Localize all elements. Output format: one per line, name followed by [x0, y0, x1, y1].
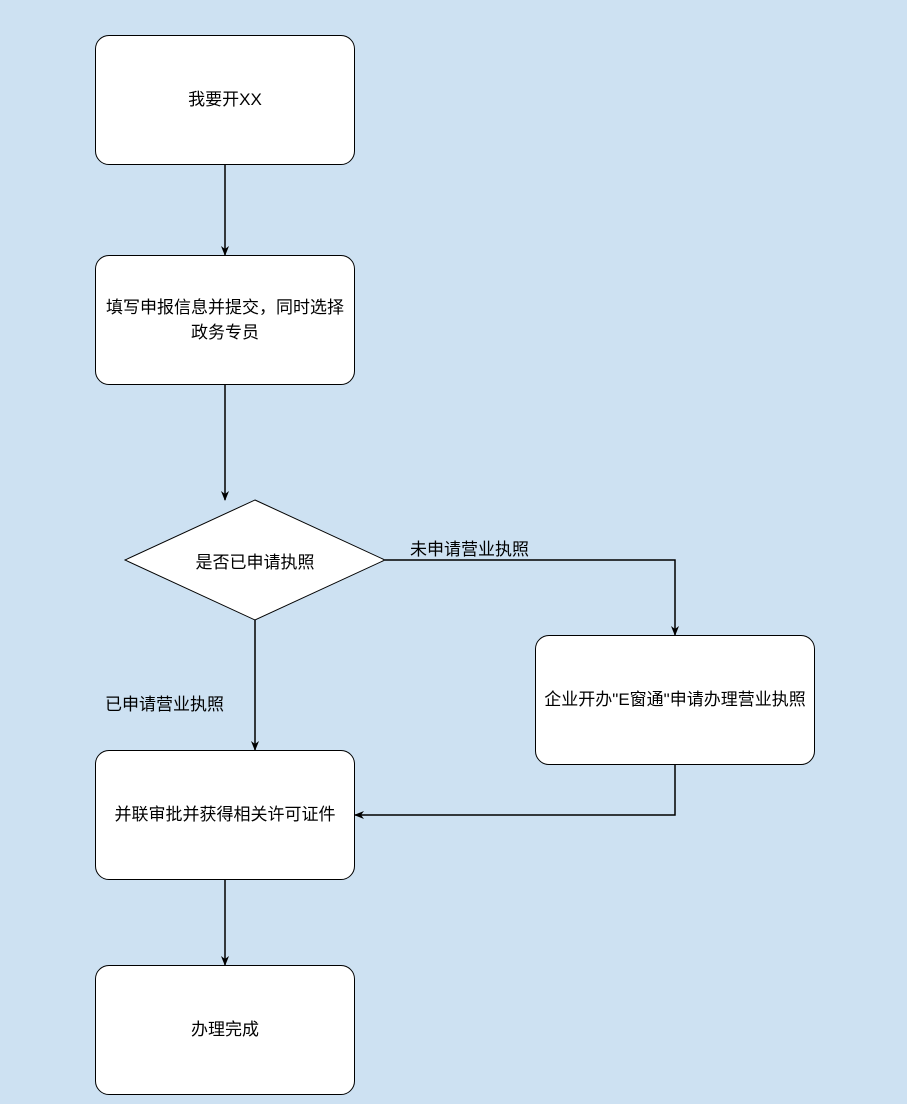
node-start: 我要开XX	[95, 35, 355, 165]
node-fill-info: 填写申报信息并提交，同时选择政务专员	[95, 255, 355, 385]
edge-n5-n4	[355, 765, 675, 815]
node-complete-label: 办理完成	[191, 1017, 259, 1043]
node-approval: 并联审批并获得相关许可证件	[95, 750, 355, 880]
node-approval-label: 并联审批并获得相关许可证件	[115, 802, 336, 828]
node-apply-license-label: 企业开办"E窗通"申请办理营业执照	[544, 687, 805, 713]
node-start-label: 我要开XX	[188, 87, 262, 113]
flowchart-canvas: 我要开XX 填写申报信息并提交，同时选择政务专员 是否已申请执照 并联审批并获得…	[0, 0, 907, 1104]
edge-n3-n5	[385, 560, 675, 635]
node-decision: 是否已申请执照	[125, 500, 385, 620]
edge-label-no: 未申请营业执照	[410, 535, 529, 560]
node-decision-label: 是否已申请执照	[196, 548, 315, 573]
edge-label-yes: 已申请营业执照	[105, 690, 224, 715]
node-complete: 办理完成	[95, 965, 355, 1095]
node-apply-license: 企业开办"E窗通"申请办理营业执照	[535, 635, 815, 765]
node-fill-info-label: 填写申报信息并提交，同时选择政务专员	[104, 295, 346, 346]
